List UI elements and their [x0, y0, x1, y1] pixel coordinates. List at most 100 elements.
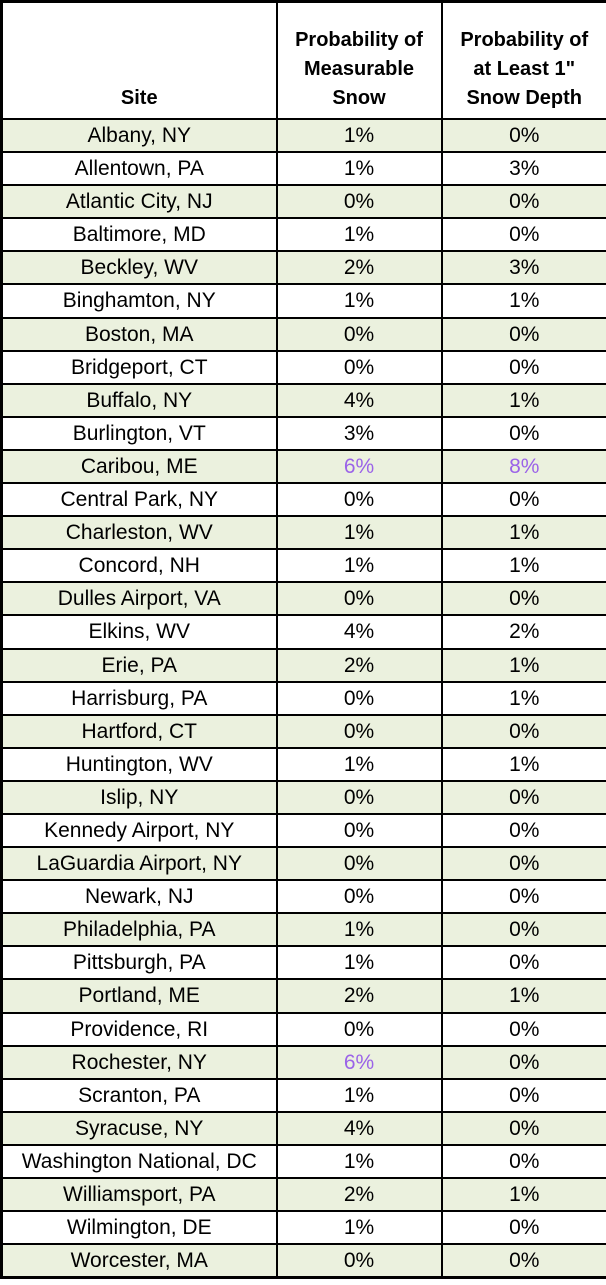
site-cell: Albany, NY [0, 117, 278, 154]
measurable-snow-cell: 0% [275, 713, 443, 749]
table-header: Site Probability of Measurable Snow Prob… [0, 0, 606, 120]
site-cell: Portland, ME [0, 978, 278, 1014]
measurable-snow-cell: 1% [275, 746, 443, 782]
snow-depth-cell: 0% [440, 581, 606, 617]
table-row: Huntington, WV 1% 1% [0, 746, 606, 782]
site-cell: Dulles Airport, VA [0, 581, 278, 617]
site-cell: Harrisburg, PA [0, 680, 278, 716]
table-row: Boston, MA 0% 0% [0, 316, 606, 352]
table-row: Philadelphia, PA 1% 0% [0, 912, 606, 948]
snow-depth-cell: 0% [440, 1210, 606, 1246]
site-cell: Central Park, NY [0, 482, 278, 518]
measurable-snow-cell: 0% [275, 779, 443, 815]
measurable-snow-cell: 1% [275, 217, 443, 253]
col-header-measurable-snow: Probability of Measurable Snow [275, 0, 443, 120]
site-cell: Bridgeport, CT [0, 349, 278, 385]
measurable-snow-cell: 6% [275, 448, 443, 485]
table-row: Hartford, CT 0% 0% [0, 713, 606, 749]
measurable-snow-cell: 0% [275, 680, 443, 716]
snow-depth-cell: 0% [440, 1044, 606, 1080]
table-row: Portland, ME 2% 1% [0, 978, 606, 1014]
site-cell: Williamsport, PA [0, 1176, 278, 1213]
site-cell: LaGuardia Airport, NY [0, 846, 278, 882]
site-cell: Burlington, VT [0, 415, 278, 451]
measurable-snow-cell: 0% [275, 349, 443, 385]
table-row: Syracuse, NY 4% 0% [0, 1110, 606, 1146]
site-cell: Newark, NJ [0, 879, 278, 915]
snow-depth-cell: 0% [440, 846, 606, 882]
measurable-snow-cell: 4% [275, 614, 443, 650]
site-cell: Allentown, PA [0, 151, 278, 187]
measurable-snow-cell: 4% [275, 382, 443, 418]
site-cell: Pittsburgh, PA [0, 945, 278, 981]
measurable-snow-cell: 2% [275, 647, 443, 683]
table-row: Williamsport, PA 2% 1% [0, 1176, 606, 1213]
table-row: Providence, RI 0% 0% [0, 1011, 606, 1047]
site-cell: Huntington, WV [0, 746, 278, 782]
site-cell: Boston, MA [0, 316, 278, 352]
measurable-snow-cell: 2% [275, 978, 443, 1014]
snow-depth-cell: 0% [440, 217, 606, 253]
measurable-snow-cell: 2% [275, 1176, 443, 1213]
snow-depth-cell: 2% [440, 614, 606, 650]
site-cell: Providence, RI [0, 1011, 278, 1047]
table-row: Bridgeport, CT 0% 0% [0, 349, 606, 385]
table-row: Scranton, PA 1% 0% [0, 1077, 606, 1113]
table-row: Atlantic City, NJ 0% 0% [0, 184, 606, 220]
site-cell: Worcester, MA [0, 1243, 278, 1279]
table-row: Central Park, NY 0% 0% [0, 482, 606, 518]
site-cell: Wilmington, DE [0, 1210, 278, 1246]
site-cell: Islip, NY [0, 779, 278, 815]
measurable-snow-cell: 0% [275, 184, 443, 220]
site-cell: Charleston, WV [0, 515, 278, 551]
snow-depth-cell: 0% [440, 879, 606, 915]
measurable-snow-cell: 1% [275, 1077, 443, 1113]
measurable-snow-cell: 0% [275, 812, 443, 849]
snow-depth-cell: 0% [440, 1011, 606, 1047]
table-row: Wilmington, DE 1% 0% [0, 1210, 606, 1246]
table-row: Pittsburgh, PA 1% 0% [0, 945, 606, 981]
measurable-snow-cell: 1% [275, 945, 443, 981]
measurable-snow-cell: 6% [275, 1044, 443, 1080]
measurable-snow-cell: 1% [275, 151, 443, 187]
site-cell: Atlantic City, NJ [0, 184, 278, 220]
header-row: Site Probability of Measurable Snow Prob… [0, 0, 606, 120]
snow-depth-cell: 1% [440, 382, 606, 418]
table-row: Washington National, DC 1% 0% [0, 1143, 606, 1180]
snow-depth-cell: 0% [440, 912, 606, 948]
table-row: LaGuardia Airport, NY 0% 0% [0, 846, 606, 882]
snow-depth-cell: 0% [440, 1077, 606, 1113]
site-cell: Washington National, DC [0, 1143, 278, 1180]
site-cell: Erie, PA [0, 647, 278, 683]
table-row: Elkins, WV 4% 2% [0, 614, 606, 650]
table-row: Harrisburg, PA 0% 1% [0, 680, 606, 716]
snow-depth-cell: 1% [440, 978, 606, 1014]
table-row: Binghamton, NY 1% 1% [0, 283, 606, 319]
snow-depth-cell: 0% [440, 117, 606, 154]
measurable-snow-cell: 1% [275, 1210, 443, 1246]
snow-depth-cell: 1% [440, 647, 606, 683]
table-row: Caribou, ME 6% 8% [0, 448, 606, 485]
site-cell: Buffalo, NY [0, 382, 278, 418]
measurable-snow-cell: 1% [275, 117, 443, 154]
site-cell: Baltimore, MD [0, 217, 278, 253]
col-header-site: Site [0, 0, 278, 120]
measurable-snow-cell: 0% [275, 1243, 443, 1279]
col-header-snow-depth: Probability of at Least 1" Snow Depth [440, 0, 606, 120]
measurable-snow-cell: 1% [275, 912, 443, 948]
measurable-snow-cell: 0% [275, 581, 443, 617]
snow-depth-cell: 1% [440, 283, 606, 319]
table-row: Albany, NY 1% 0% [0, 117, 606, 154]
snow-depth-cell: 0% [440, 713, 606, 749]
site-cell: Beckley, WV [0, 250, 278, 286]
measurable-snow-cell: 1% [275, 283, 443, 319]
snow-depth-cell: 0% [440, 316, 606, 352]
table-row: Allentown, PA 1% 3% [0, 151, 606, 187]
snow-depth-cell: 0% [440, 349, 606, 385]
snow-depth-cell: 1% [440, 1176, 606, 1213]
table-row: Dulles Airport, VA 0% 0% [0, 581, 606, 617]
table-row: Erie, PA 2% 1% [0, 647, 606, 683]
table-row: Islip, NY 0% 0% [0, 779, 606, 815]
snow-depth-cell: 8% [440, 448, 606, 485]
table-row: Beckley, WV 2% 3% [0, 250, 606, 286]
